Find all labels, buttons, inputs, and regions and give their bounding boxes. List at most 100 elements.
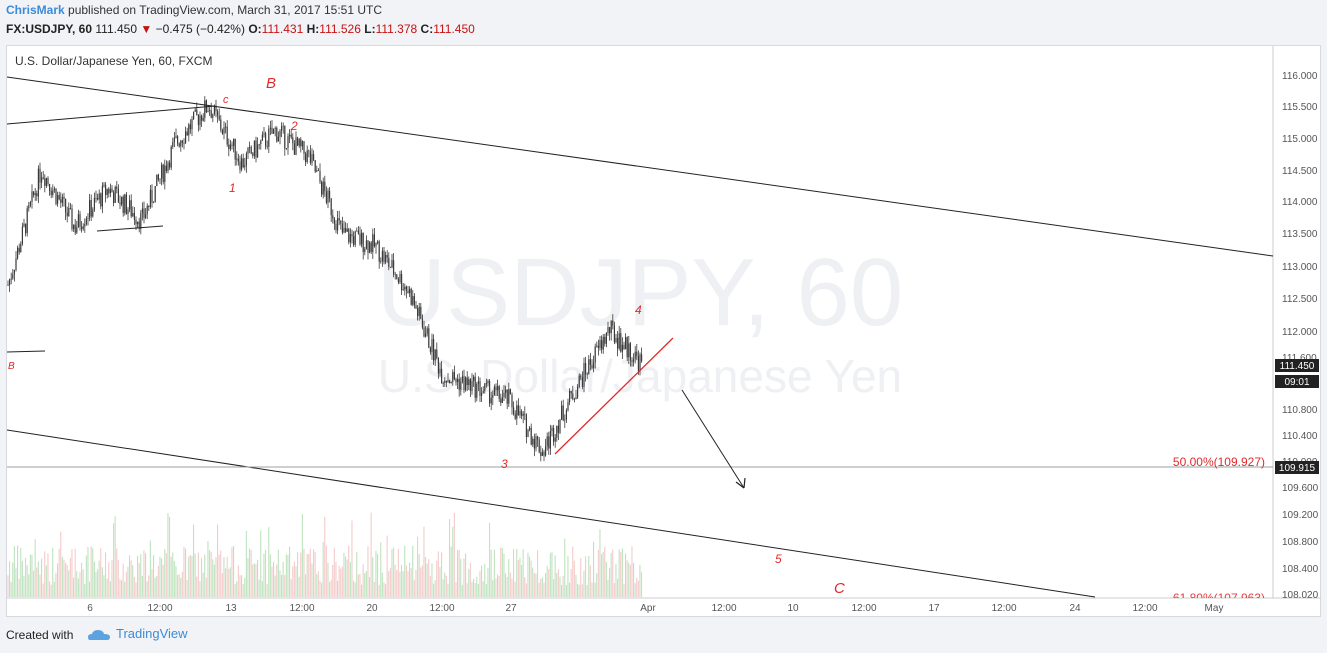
candle-body [641, 354, 643, 362]
volume-bar [87, 547, 89, 597]
candle-body [361, 232, 363, 245]
candle-body [236, 158, 238, 160]
candle-body [100, 193, 102, 207]
candle-body [538, 439, 540, 453]
volume-bar [508, 559, 510, 597]
candle-body [282, 125, 284, 127]
volume-bar [364, 573, 366, 597]
price-tick-label: 110.400 [1282, 431, 1318, 442]
candle-body [156, 174, 158, 187]
candle-body [394, 274, 396, 276]
volume-bar [154, 577, 156, 597]
volume-bar [279, 570, 281, 597]
candle-body [84, 223, 86, 227]
candle-body [532, 438, 534, 445]
volume-bar [61, 556, 63, 597]
volume-bar [47, 553, 49, 597]
volume-bar [133, 576, 135, 597]
volume-bar [116, 548, 118, 597]
volume-bar [333, 547, 335, 597]
candle-body [545, 446, 547, 456]
candle-body [386, 254, 388, 258]
volume-bar [77, 578, 79, 597]
volume-bar [157, 566, 159, 597]
candle-body [599, 340, 601, 349]
candle-body [637, 356, 639, 372]
volume-bar [458, 550, 460, 597]
wave-label-2: 2 [290, 119, 298, 133]
author-link[interactable]: ChrisMark [6, 3, 65, 17]
volume-bar [165, 553, 167, 597]
volume-bar [415, 569, 417, 597]
candle-body [330, 198, 332, 216]
volume-bar [639, 564, 641, 597]
candle-body [565, 410, 567, 420]
candle-body [55, 188, 57, 204]
tradingview-logo-link[interactable]: TradingView [88, 626, 188, 641]
candle-body [111, 188, 113, 193]
volume-bar [386, 535, 388, 597]
volume-bar [268, 527, 270, 597]
candle-body [583, 363, 585, 387]
candle-body [108, 188, 110, 194]
candle-body [506, 389, 508, 404]
volume-bar [236, 581, 238, 597]
candle-body [383, 250, 385, 263]
candle-body [373, 234, 375, 247]
candle-body [522, 413, 524, 416]
target-arrow-line [681, 389, 745, 489]
candle-body [193, 111, 195, 120]
candle-body [509, 389, 511, 395]
chart-frame[interactable] [6, 45, 1321, 617]
candle-body [487, 381, 489, 384]
candle-body [161, 164, 163, 179]
price-tick-label: 112.500 [1282, 294, 1318, 305]
candle-body [82, 226, 84, 230]
volume-bar [618, 549, 620, 597]
candle-body [228, 144, 230, 150]
candle-body [377, 241, 379, 244]
volume-bar [509, 572, 511, 597]
candle-body [631, 360, 633, 362]
volume-bar [513, 549, 515, 597]
volume-bar [58, 549, 60, 597]
candle-body [58, 195, 60, 200]
volume-bar [615, 564, 617, 597]
volume-bar [311, 563, 313, 597]
volume-bar [442, 579, 444, 597]
watermark-symbol: USDJPY, 60 [377, 239, 904, 346]
time-tick-label: 10 [787, 603, 799, 614]
volume-bar [580, 558, 582, 597]
candle-body [497, 386, 499, 391]
volume-bar [119, 579, 121, 597]
candle-body [196, 109, 198, 115]
candle-body [194, 109, 196, 112]
volume-bar [569, 582, 571, 597]
volume-bar [52, 547, 54, 597]
candle-body [564, 419, 566, 421]
volume-bar [641, 571, 643, 597]
volume-bar [482, 581, 484, 597]
candle-body [556, 425, 558, 438]
candle-body [636, 351, 638, 357]
volume-bar [369, 576, 371, 597]
candle-body [577, 387, 579, 398]
volume-bar [562, 575, 564, 597]
candle-body [548, 436, 550, 449]
volume-bar [465, 553, 467, 597]
fib-price-badge-text: 109.915 [1279, 463, 1316, 474]
volume-bar [391, 549, 393, 597]
volume-bar [353, 580, 355, 597]
candle-body [17, 247, 19, 259]
candle-body [495, 386, 497, 391]
volume-bar [57, 563, 59, 597]
volume-bar [549, 553, 551, 597]
volume-bar [10, 581, 12, 597]
candle-body [381, 250, 383, 262]
candle-body [68, 208, 70, 217]
candle-body [63, 196, 65, 200]
volume-bar [23, 576, 25, 597]
candle-body [409, 288, 411, 293]
candle-body [597, 345, 599, 349]
